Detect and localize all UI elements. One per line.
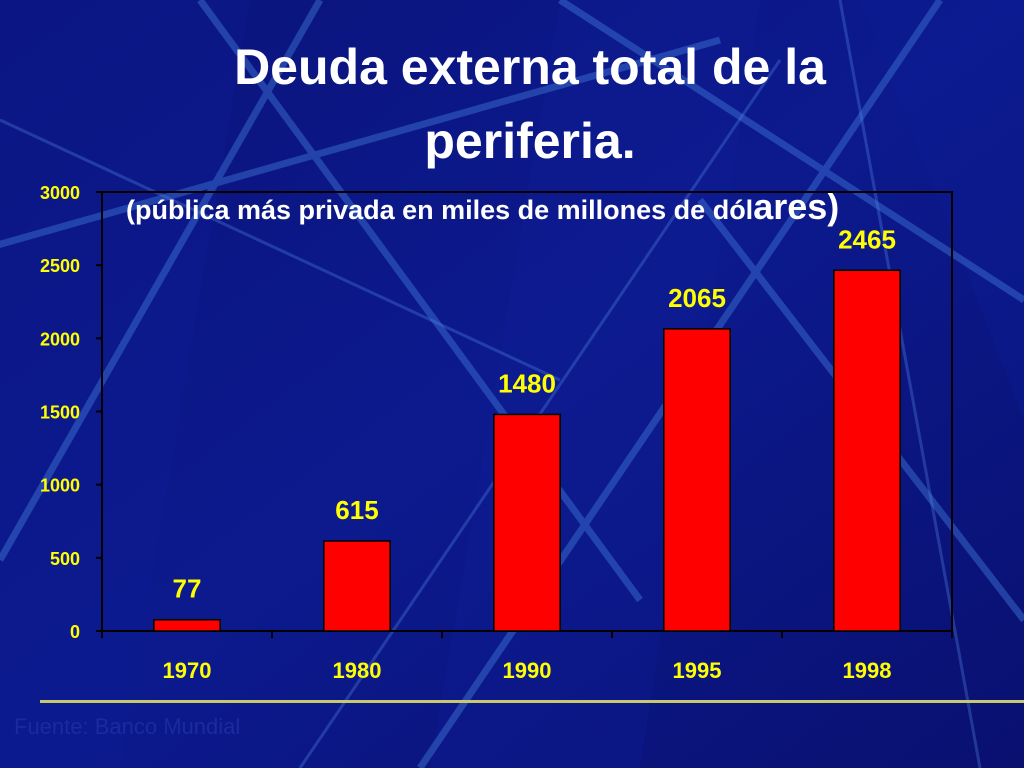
bar bbox=[663, 328, 731, 632]
footer-rule bbox=[40, 700, 1024, 703]
data-label: 77 bbox=[173, 574, 202, 604]
data-label: 1480 bbox=[498, 368, 556, 398]
x-tick-label: 1990 bbox=[503, 658, 552, 683]
chart-subtitle: (pública más privada en miles de millone… bbox=[126, 186, 839, 228]
x-tick-label: 1995 bbox=[673, 658, 722, 683]
y-tick-label: 500 bbox=[50, 549, 80, 569]
data-label: 2465 bbox=[838, 224, 896, 254]
chart-subtitle-part1: (pública más privada en miles de millone… bbox=[126, 195, 754, 225]
bar bbox=[323, 540, 391, 632]
bar bbox=[153, 618, 221, 632]
data-label: 615 bbox=[335, 495, 378, 525]
bar bbox=[493, 413, 561, 632]
x-tick-label: 1980 bbox=[333, 658, 382, 683]
y-tick-label: 1000 bbox=[40, 476, 80, 496]
y-tick-label: 1500 bbox=[40, 403, 80, 423]
source-note: Fuente: Banco Mundial bbox=[14, 714, 241, 739]
chart-title-line2: periferia. bbox=[424, 113, 636, 169]
y-tick-label: 2500 bbox=[40, 256, 80, 276]
bar bbox=[833, 269, 901, 632]
chart-title-line1: Deuda externa total de la bbox=[234, 39, 826, 95]
y-tick-label: 2000 bbox=[40, 329, 80, 349]
data-label: 2065 bbox=[668, 283, 726, 313]
y-tick-label: 3000 bbox=[40, 183, 80, 203]
y-tick-label: 0 bbox=[70, 622, 80, 642]
x-tick-label: 1970 bbox=[163, 658, 212, 683]
x-tick-label: 1998 bbox=[843, 658, 892, 683]
